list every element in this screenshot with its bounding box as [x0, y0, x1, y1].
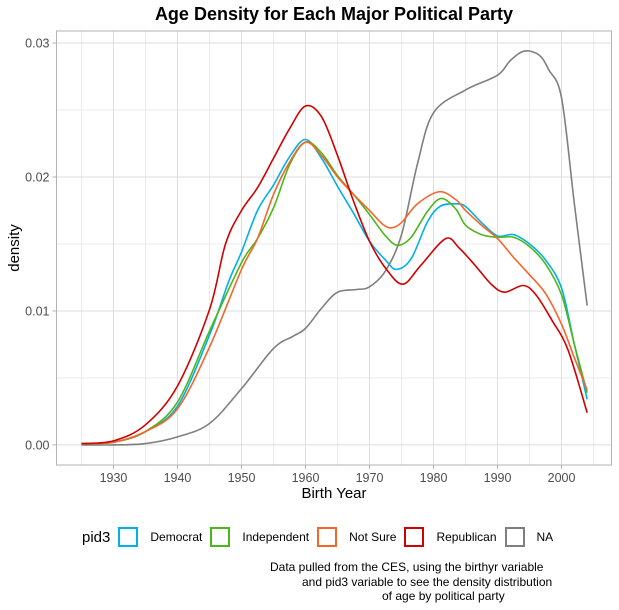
legend-label-independent: Independent [242, 530, 310, 544]
legend-item-na: NA [504, 527, 554, 547]
series-line-independent [81, 141, 588, 445]
x-tick-label: 2000 [548, 471, 576, 485]
x-tick-label: 1960 [292, 471, 320, 485]
legend-key-independent [210, 527, 231, 547]
chart-title: Age Density for Each Major Political Par… [155, 4, 513, 24]
series-line-not-sure [81, 141, 588, 445]
caption-line-1: Data pulled from the CES, using the birt… [270, 560, 544, 574]
x-tick-label: 1950 [228, 471, 256, 485]
y-tick-label: 0.03 [25, 37, 49, 51]
legend-item-not-sure: Not Sure [317, 527, 396, 547]
y-tick-label: 0.00 [25, 438, 49, 452]
x-tick-label: 1940 [164, 471, 192, 485]
plot-panel [56, 30, 612, 466]
x-axis: 1930 1940 1950 1960 1970 1980 1990 2000 [100, 465, 576, 485]
x-tick-label: 1930 [100, 471, 128, 485]
x-tick-label: 1990 [484, 471, 512, 485]
x-axis-title: Birth Year [301, 485, 366, 502]
x-tick-label: 1980 [420, 471, 448, 485]
grid-minor [56, 31, 612, 465]
legend-key-democrat [118, 527, 139, 547]
legend-label-democrat: Democrat [150, 530, 203, 544]
legend-key-not-sure [317, 527, 338, 547]
series-line-democrat [81, 138, 588, 445]
legend-key-republican [404, 527, 425, 547]
legend-label-na: NA [536, 530, 554, 544]
legend-key-na [504, 527, 525, 547]
y-axis: 0.00 0.01 0.02 0.03 [25, 37, 57, 452]
legend: pid3 Democrat Independent Not Sure Repub… [82, 524, 561, 550]
series-line-na [81, 50, 588, 446]
x-tick-label: 1970 [356, 471, 384, 485]
y-tick-label: 0.01 [25, 304, 49, 318]
caption-line-2: and pid3 variable to see the density dis… [302, 574, 553, 589]
series-line-republican [81, 104, 588, 445]
panel-border [56, 30, 612, 466]
y-tick-label: 0.02 [25, 171, 49, 185]
legend-item-republican: Republican [404, 527, 497, 547]
legend-label-not-sure: Not Sure [349, 530, 397, 544]
legend-item-democrat: Democrat [118, 527, 202, 547]
legend-title: pid3 [82, 528, 111, 546]
legend-label-republican: Republican [436, 530, 497, 544]
caption: Data pulled from the CES, using the birt… [240, 560, 600, 604]
series-lines [81, 50, 588, 446]
caption-line-3: of age by political party [382, 589, 505, 603]
legend-item-independent: Independent [210, 527, 309, 547]
grid-major [56, 31, 612, 465]
y-axis-title: density [6, 224, 23, 272]
